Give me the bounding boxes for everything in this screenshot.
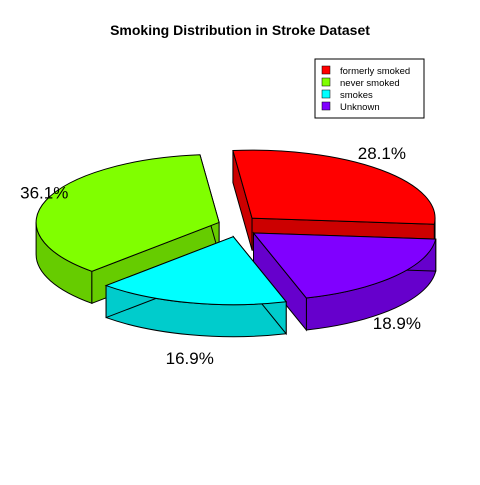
- legend-label-unknown: Unknown: [340, 102, 380, 113]
- slice-top-smokes: [104, 236, 288, 306]
- legend-swatch-smokes: [321, 89, 331, 99]
- slice-unknown: [252, 231, 437, 332]
- slice-top-unknown: [252, 232, 437, 299]
- legend-box: [314, 58, 425, 119]
- percent-label-smokes: 16.9%: [166, 349, 214, 368]
- slice-smokes: [104, 235, 288, 338]
- slice-top-formerly-smoked: [232, 149, 436, 225]
- legend-label-formerly-smoked: formerly smoked: [340, 66, 410, 77]
- legend-swatch-formerly-smoked: [321, 65, 331, 75]
- slice-never-smoked: [35, 154, 220, 305]
- legend-swatch-never-smoked: [321, 77, 331, 87]
- legend-swatch-unknown: [321, 101, 331, 111]
- percent-labels-group: 28.1% 18.9% 16.9% 36.1%: [20, 144, 421, 368]
- legend-label-smokes: smokes: [340, 90, 373, 101]
- legend-label-never-smoked: never smoked: [340, 78, 400, 89]
- percent-label-unknown: 18.9%: [373, 314, 421, 333]
- slice-top-never-smoked: [35, 154, 220, 272]
- slices-group: [35, 149, 437, 338]
- percent-label-formerly-smoked: 28.1%: [358, 144, 406, 163]
- percent-label-never-smoked: 36.1%: [20, 183, 68, 202]
- chart-title: Smoking Distribution in Stroke Dataset: [110, 22, 370, 38]
